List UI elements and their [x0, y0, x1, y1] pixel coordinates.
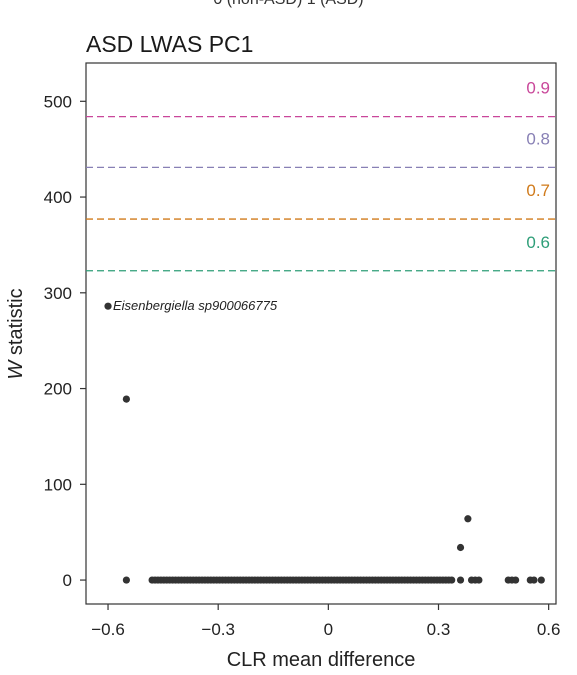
data-point: [122, 576, 130, 584]
data-point: [475, 576, 483, 584]
threshold-label-0.6: 0.6: [526, 233, 550, 252]
plot-frame: [85, 62, 557, 605]
chart-title: ASD LWAS PC1: [86, 31, 253, 57]
x-tick-label: 0: [324, 620, 333, 639]
data-point: [512, 576, 520, 584]
y-axis-label-rest: statistic: [5, 288, 27, 360]
x-tick-label: 0.3: [427, 620, 451, 639]
x-tick-label: −0.3: [201, 620, 235, 639]
data-point: [530, 576, 538, 584]
y-tick-label: 100: [44, 475, 72, 494]
y-tick-label: 400: [44, 188, 72, 207]
threshold-label-0.9: 0.9: [526, 79, 550, 98]
y-tick-label: 200: [44, 380, 72, 399]
y-axis-label: W statistic: [5, 288, 27, 379]
x-tick-label: −0.6: [91, 620, 125, 639]
data-point: [122, 395, 130, 403]
data-point: [104, 302, 112, 310]
y-axis-label-italic: W: [5, 359, 27, 380]
axes: −0.6 −0.3 0 0.3 0.6 0 100 200 300 400 500: [44, 92, 561, 639]
point-annotation: Eisenbergiella sp900066775: [113, 298, 278, 313]
x-axis-label: CLR mean difference: [227, 649, 416, 671]
y-tick-label: 0: [63, 571, 72, 590]
y-tick-label: 300: [44, 284, 72, 303]
threshold-label-0.8: 0.8: [526, 129, 550, 148]
top-caption: 0 (non-ASD) 1 (ASD): [0, 0, 577, 9]
threshold-label-0.7: 0.7: [526, 181, 550, 200]
data-points: [104, 302, 545, 584]
data-point: [464, 515, 472, 523]
data-point: [537, 576, 545, 584]
data-point: [448, 576, 456, 584]
y-tick-label: 500: [44, 92, 72, 111]
data-point: [456, 543, 465, 552]
data-point: [456, 576, 465, 584]
x-tick-label: 0.6: [537, 620, 561, 639]
threshold-lines: 0.9 0.8 0.7 0.6: [86, 79, 556, 272]
